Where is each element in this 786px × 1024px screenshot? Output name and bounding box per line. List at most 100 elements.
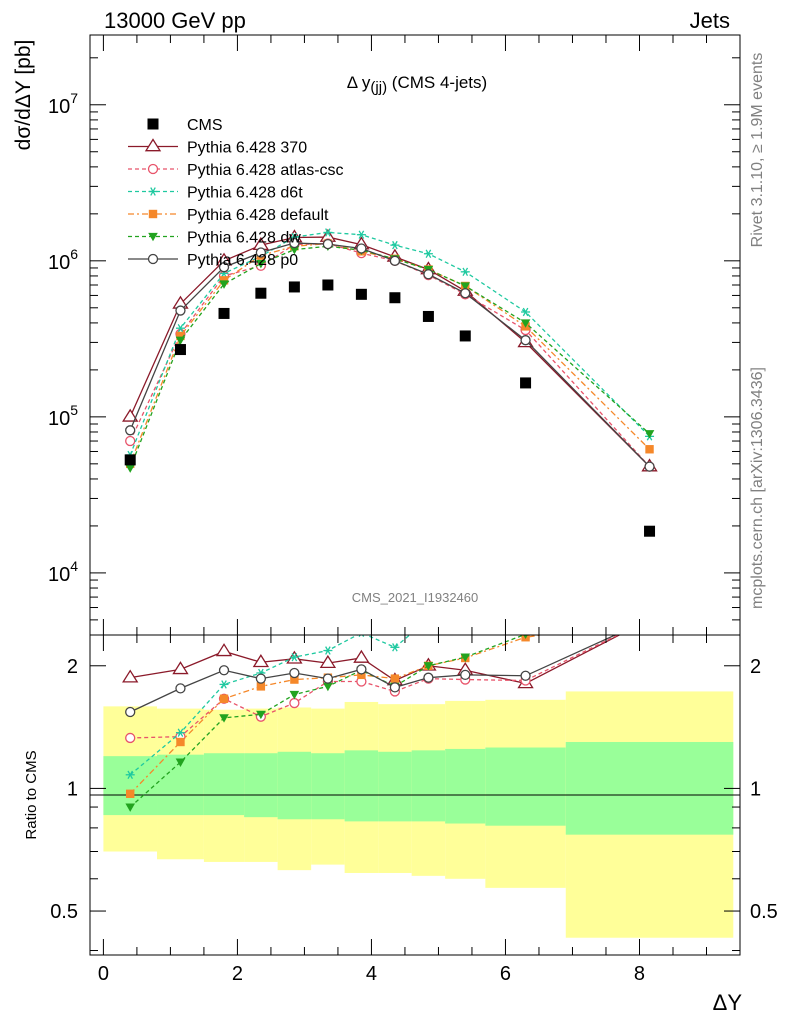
series-point-pythia-6-428-atlas-csc	[125, 435, 136, 447]
ratio-point-pythia-6-428-d6t	[323, 646, 333, 655]
ratio-point-pythia-6-428-dw	[289, 690, 300, 700]
legend-item: Pythia 6.428 default	[128, 207, 329, 224]
ratio-point-pythia-6-428-dw	[460, 653, 471, 662]
cms-data-point	[124, 454, 136, 466]
inner-band-bin	[311, 753, 345, 820]
inner-band-bin	[411, 750, 446, 822]
series-point-pythia-6-428-default	[219, 276, 229, 285]
inner-band-bin	[344, 750, 379, 822]
series-point-pythia-6-428-dw	[289, 246, 300, 255]
ratio-point-pythia-6-428-atlas-csc	[645, 615, 654, 624]
ratio-y-axis-label: Ratio to CMS	[23, 750, 40, 839]
ratio-point-pythia-6-428-370	[172, 661, 189, 675]
ratio-series	[122, 615, 655, 812]
ratio-point-pythia-6-428-370	[353, 649, 370, 663]
ratio-point-pythia-6-428-370	[252, 654, 270, 668]
legend-item-cms: CMS	[147, 117, 223, 134]
cms-data-point	[218, 307, 230, 319]
ratio-tick-label-left: 2	[67, 656, 78, 678]
plot-title: Δ y(jj) (CMS 4-jets)	[347, 73, 487, 96]
main-series	[122, 228, 658, 537]
legend-label: CMS	[187, 117, 223, 134]
legend-item: Pythia 6.428 370	[128, 138, 307, 157]
x-tick-label: 0	[98, 963, 109, 985]
ratio-point-pythia-6-428-dw	[423, 662, 434, 671]
ratio-point-pythia-6-428-p0	[255, 673, 267, 684]
ratio-point-pythia-6-428-d6t	[424, 615, 433, 623]
series-point-pythia-6-428-d6t	[460, 267, 470, 277]
legend-label: Pythia 6.428 default	[187, 207, 329, 224]
series-point-pythia-6-428-370	[122, 408, 139, 422]
inner-band-bin	[565, 741, 734, 835]
ratio-line-pythia-6-428-d6t	[129, 635, 411, 776]
ratio-line-pythia-6-428-dw	[129, 635, 526, 808]
legend-item: Pythia 6.428 dw	[128, 230, 301, 247]
x-tick-label: 2	[232, 963, 243, 985]
plot-title-tail: (CMS 4-jets)	[387, 73, 487, 92]
ratio-tick-label-right: 2	[750, 656, 761, 678]
y-tick-label: 105	[48, 402, 78, 430]
uncertainty-bands	[103, 691, 734, 938]
legend-item: Pythia 6.428 atlas-csc	[128, 162, 344, 179]
series-point-pythia-6-428-p0	[255, 247, 267, 258]
analysis-watermark: CMS_2021_I1932460	[352, 590, 479, 605]
ratio-point-pythia-6-428-atlas-csc	[125, 732, 136, 744]
ratio-point-pythia-6-428-370	[215, 643, 233, 657]
ratio-point-pythia-6-428-dw	[645, 616, 655, 624]
series-point-pythia-6-428-dw	[460, 282, 471, 291]
inner-band-bin	[203, 753, 245, 816]
ratio-point-pythia-6-428-d6t	[289, 652, 299, 662]
ratio-point-pythia-6-428-default	[290, 675, 299, 684]
ratio-point-pythia-6-428-default	[645, 615, 653, 623]
series-point-pythia-6-428-p0	[322, 238, 334, 250]
inner-band-bin	[445, 748, 486, 824]
series-line-pythia-6-428-370	[129, 236, 650, 468]
series-point-pythia-6-428-dw	[219, 280, 229, 289]
axis-ticks: 104 105 106 107 0.5 0.5 1 1 2 2 0 2 4 6 8	[48, 35, 778, 985]
ratio-point-pythia-6-428-atlas-csc	[289, 697, 300, 709]
legend-item: Pythia 6.428 d6t	[128, 185, 303, 202]
series-point-pythia-6-428-p0	[460, 288, 471, 299]
ratio-point-pythia-6-428-p0	[356, 664, 367, 675]
ratio-point-pythia-6-428-p0	[289, 667, 300, 679]
x-tick-label: 8	[634, 963, 645, 985]
x-axis-label: ΔY	[713, 990, 743, 1015]
series-point-pythia-6-428-d6t	[356, 230, 366, 239]
legend-label: Pythia 6.428 d6t	[187, 185, 303, 202]
series-point-pythia-6-428-p0	[356, 243, 367, 254]
series-line-pythia-6-428-d6t	[129, 231, 650, 456]
ratio-point-pythia-6-428-p0	[460, 669, 471, 681]
legend-label: Pythia 6.428 atlas-csc	[187, 162, 344, 179]
series-point-pythia-6-428-dw	[520, 319, 531, 328]
series-point-pythia-6-428-p0	[125, 425, 136, 436]
series-point-pythia-6-428-p0	[520, 335, 531, 346]
series-line-pythia-6-428-atlas-csc	[129, 242, 651, 468]
ratio-plot-frame	[89, 634, 741, 956]
ratio-point-pythia-6-428-d6t	[521, 615, 530, 623]
series-point-pythia-6-428-dw	[175, 336, 186, 345]
ratio-point-pythia-6-428-d6t	[461, 615, 470, 623]
series-point-pythia-6-428-p0	[218, 262, 230, 273]
series-point-pythia-6-428-dw	[125, 464, 136, 473]
series-point-pythia-6-428-d6t	[175, 323, 185, 333]
ratio-point-pythia-6-428-p0	[322, 673, 334, 684]
y-tick-label: 106	[48, 246, 78, 274]
legend-label: Pythia 6.428 dw	[187, 230, 301, 247]
x-tick-label: 4	[366, 963, 377, 985]
ratio-point-pythia-6-428-d6t	[125, 770, 135, 780]
series-point-pythia-6-428-d6t	[423, 249, 433, 258]
header-energy-label: 13000 GeV pp	[104, 8, 246, 33]
series-point-pythia-6-428-default	[176, 331, 185, 341]
ratio-point-pythia-6-428-dw	[256, 710, 266, 720]
ratio-point-pythia-6-428-d6t	[645, 615, 654, 623]
ratio-point-pythia-6-428-370	[319, 654, 337, 668]
series-point-pythia-6-428-dw	[644, 430, 655, 439]
cms-data-point	[520, 377, 532, 389]
ratio-line-pythia-6-428-default	[129, 635, 546, 795]
ratio-point-pythia-6-428-dw	[523, 635, 528, 640]
ratio-tick-label-left: 0.5	[50, 901, 78, 923]
ratio-point-pythia-6-428-default	[390, 674, 400, 683]
series-point-pythia-6-428-p0	[423, 269, 434, 280]
mcplots-label: mcplots.cern.ch [arXiv:1306.3436]	[749, 367, 766, 609]
